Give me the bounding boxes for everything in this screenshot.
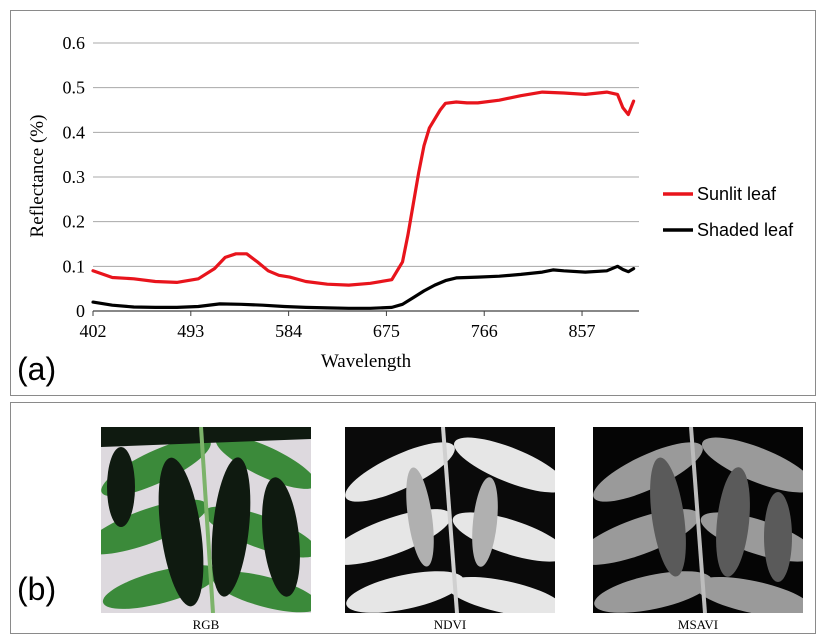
x-tick-label: 857 [569, 321, 596, 341]
y-tick-label: 0.4 [63, 122, 86, 142]
y-tick-label: 0.6 [63, 33, 86, 53]
x-tick-label: 402 [80, 321, 107, 341]
y-axis-label: Reflectance (%) [27, 115, 48, 238]
reflectance-chart: 0 0.1 0.2 0.3 0.4 0.5 0.6 402 493 584 675 766 857 Su… [27, 33, 794, 372]
ndvi-leaf-image [345, 427, 555, 613]
msavi-caption: MSAVI [677, 617, 719, 632]
rgb-caption: RGB [192, 617, 220, 632]
y-tick-label: 0.5 [63, 78, 86, 98]
axes: 0 0.1 0.2 0.3 0.4 0.5 0.6 402 493 584 675 766 857 [63, 33, 596, 341]
ndvi-caption: NDVI [433, 617, 467, 632]
series-lines [91, 90, 636, 310]
legend-label: Shaded leaf [697, 220, 794, 240]
y-tick-label: 0.1 [63, 256, 86, 276]
y-tick-label: 0.2 [63, 212, 86, 232]
panel-label-b: (b) [17, 571, 57, 607]
chart-panel-a: 0 0.1 0.2 0.3 0.4 0.5 0.6 402 493 584 675 766 857 Su… [10, 10, 816, 396]
rgb-leaf-image [101, 427, 311, 613]
x-tick-label: 584 [275, 321, 302, 341]
panel-label-a: (a) [17, 351, 57, 387]
image-panel-b: (b) RGB [10, 402, 816, 634]
y-tick-label: 0 [76, 301, 85, 321]
series-line-shaded-leaf [91, 264, 636, 310]
x-axis-label: Wavelength [321, 351, 412, 372]
legend-label: Sunlit leaf [697, 184, 777, 204]
x-tick-label: 766 [471, 321, 498, 341]
series-line-sunlit-leaf [91, 90, 636, 287]
x-tick-label: 493 [177, 321, 204, 341]
y-tick-label: 0.3 [63, 167, 86, 187]
msavi-leaf-image [593, 427, 803, 613]
gridlines [93, 42, 639, 312]
legend: Sunlit leaf Shaded leaf [663, 184, 794, 240]
x-tick-label: 675 [373, 321, 400, 341]
